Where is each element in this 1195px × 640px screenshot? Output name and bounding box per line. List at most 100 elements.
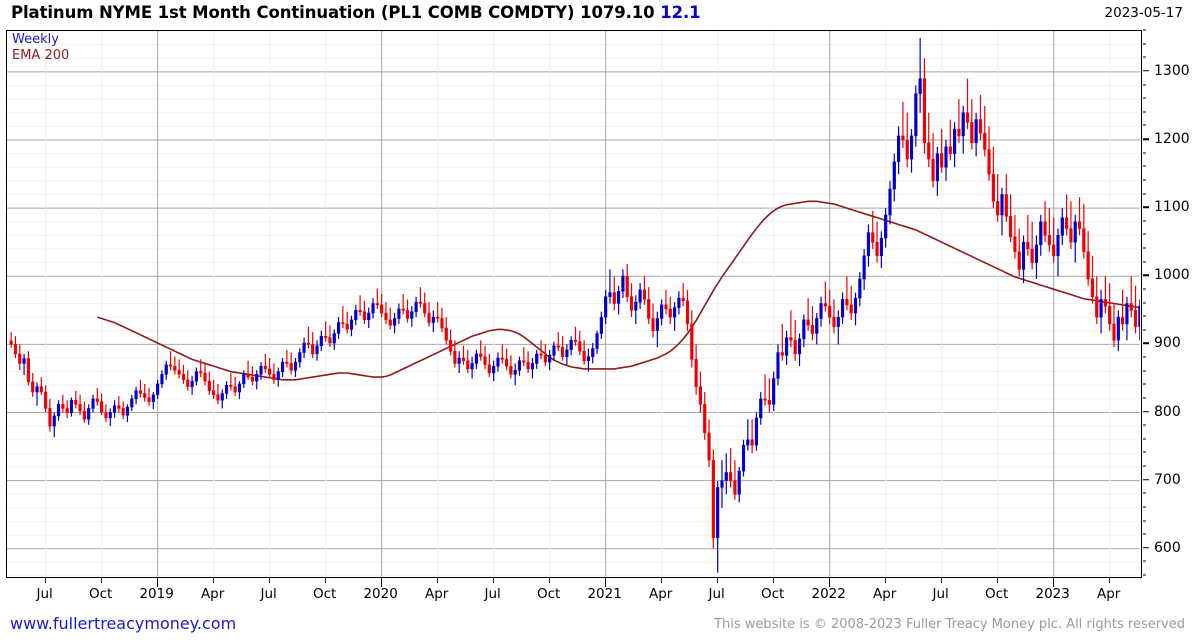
time-tick [268,578,271,583]
time-tick [996,578,999,583]
time-tick-label: Oct [985,586,1009,602]
time-tick-label: Oct [536,586,561,602]
time-tick-label: Apr [424,586,449,602]
time-tick [156,578,159,587]
time-tick [1052,578,1055,587]
price-tick-minor [1143,383,1146,385]
price-tick-minor [1143,29,1146,31]
price-tick-minor [1143,533,1146,535]
price-tick-minor [1143,193,1146,194]
time-tick-label: Apr [200,586,225,602]
time-tick-label: Oct [312,586,337,602]
price-tick-minor [1143,179,1146,181]
price-tick-minor [1143,165,1146,167]
price-tick-minor [1143,370,1146,372]
time-tick [100,578,103,583]
price-tick-minor [1143,124,1146,126]
chart-plot-area[interactable] [6,30,1142,578]
time-tick-label: Oct [760,586,785,602]
price-tick [1143,274,1149,276]
price-tick-minor [1143,315,1146,317]
price-tick-minor [1143,451,1146,453]
time-tick-label: 2019 [139,586,174,602]
price-tick-minor [1143,152,1146,154]
time-tick [436,578,439,583]
time-tick [940,578,943,583]
price-tick [1143,138,1149,140]
price-tick-minor [1143,520,1146,521]
price-tick-label: 1000 [1154,267,1190,284]
price-tick-minor [1143,233,1146,235]
time-tick-label: Jul [36,586,53,602]
price-tick-minor [1143,97,1146,99]
price-tick-label: 600 [1154,539,1181,556]
time-tick-label: Apr [1097,586,1121,602]
price-tick-minor [1143,261,1146,263]
price-tick-minor [1143,302,1146,303]
time-tick [380,578,383,587]
price-tick [1143,410,1149,413]
price-tick-minor [1143,84,1146,85]
time-tick-label: Apr [648,586,673,602]
price-tick-minor [1143,574,1146,576]
price-tick-minor [1143,247,1146,249]
price-tick-minor [1143,220,1146,222]
chart-header: Platinum NYME 1st Month Continuation (PL… [0,0,1195,29]
time-tick [44,578,47,583]
price-tick-minor [1143,438,1146,440]
time-tick-label: Jul [932,586,949,602]
price-tick [1143,342,1149,345]
time-tick [548,578,551,583]
time-tick [716,578,719,583]
time-tick [492,578,495,583]
price-tick-minor [1143,424,1146,426]
price-tick-minor [1143,560,1146,562]
time-tick-label: 2020 [363,586,398,602]
time-tick [884,578,887,583]
site-url[interactable]: www.fullertreacymoney.com [10,614,237,633]
time-tick-label: 2021 [587,586,622,602]
time-tick-label: Jul [260,586,277,602]
price-tick-minor [1143,397,1146,399]
quote-date: 2023-05-17 [1104,5,1183,21]
time-tick-label: Apr [872,586,897,602]
price-tick-label: 700 [1154,471,1181,488]
chart-footer: www.fullertreacymoney.com This website i… [0,608,1195,640]
time-tick [828,578,831,587]
last-price: 1079.10 [580,3,655,22]
time-tick-label: 2023 [1035,586,1070,602]
price-tick-minor [1143,111,1146,113]
price-tick-minor [1143,492,1146,494]
price-tick [1143,206,1149,208]
time-tick [324,578,327,583]
price-tick-label: 900 [1154,335,1181,352]
price-tick-minor [1143,56,1146,58]
copyright-notice: This website is © 2008-2023 Fuller Treac… [714,617,1185,632]
price-axis: 600 700 800 900 1000 1100 1200 1300 [1143,29,1195,578]
price-change: 12.1 [660,3,701,22]
instrument-name: Platinum NYME 1st Month Continuation (PL… [11,3,575,22]
price-tick-label: 1300 [1154,62,1190,79]
time-tick-label: Jul [484,586,501,602]
price-tick [1143,547,1149,549]
time-tick [660,578,663,583]
price-tick-label: 1200 [1154,131,1190,147]
price-tick [1143,70,1149,72]
page-title: Platinum NYME 1st Month Continuation (PL… [11,3,701,22]
price-tick-minor [1143,356,1146,358]
time-tick [604,578,607,587]
time-axis: Jul Oct 2019 Apr Jul Oct 2020 Apr Jul Oct 2021 Apr J… [0,578,1195,608]
time-tick-label: Jul [708,586,725,602]
price-tick-minor [1143,465,1146,467]
chart-legend: Weekly EMA 200 [12,33,69,62]
price-tick-minor [1143,506,1146,508]
price-tick-minor [1143,329,1146,331]
price-tick-label: 800 [1154,403,1181,420]
price-tick-minor [1143,43,1146,45]
legend-ema-label: EMA 200 [12,47,70,63]
time-tick [1108,578,1111,583]
time-tick-label: Oct [88,586,113,602]
price-tick-minor [1143,288,1146,290]
time-tick [212,578,215,583]
